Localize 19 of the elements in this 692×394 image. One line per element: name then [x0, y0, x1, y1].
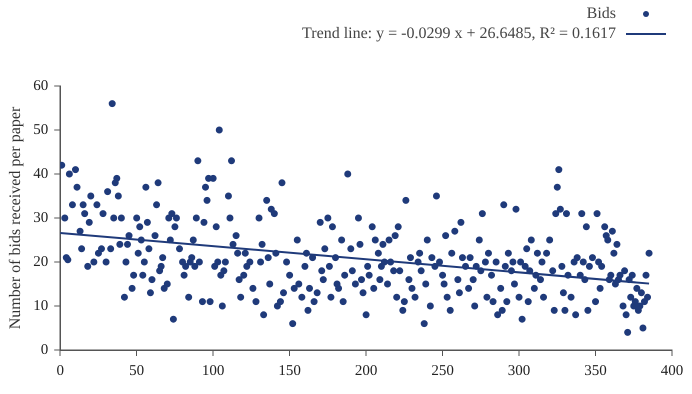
y-tick-label: 60 [33, 78, 48, 94]
x-tick-label: 250 [431, 362, 454, 379]
y-tick-label: 30 [33, 210, 48, 226]
y-tick-label: 40 [33, 166, 48, 182]
y-axis-title: Number of bids received per paper [6, 106, 24, 330]
x-tick-label: 200 [354, 362, 378, 379]
x-tick-label: 350 [584, 362, 607, 379]
x-tick-label: 0 [56, 362, 64, 379]
x-tick-label: 100 [202, 362, 224, 379]
x-tick-label: 300 [508, 362, 530, 379]
y-tick-label: 50 [33, 122, 48, 138]
y-tick-label: 0 [40, 342, 48, 358]
x-tick-label: 150 [278, 362, 301, 379]
legend-label: Bids [586, 5, 616, 22]
legend-label: Trend line: y = -0.0299 x + 26.6485, R² = 0.1617 [302, 25, 616, 42]
x-tick-label: 50 [129, 362, 144, 379]
y-tick-label: 20 [33, 254, 48, 270]
x-tick-label: 400 [660, 362, 684, 379]
y-tick-label: 10 [33, 298, 48, 314]
